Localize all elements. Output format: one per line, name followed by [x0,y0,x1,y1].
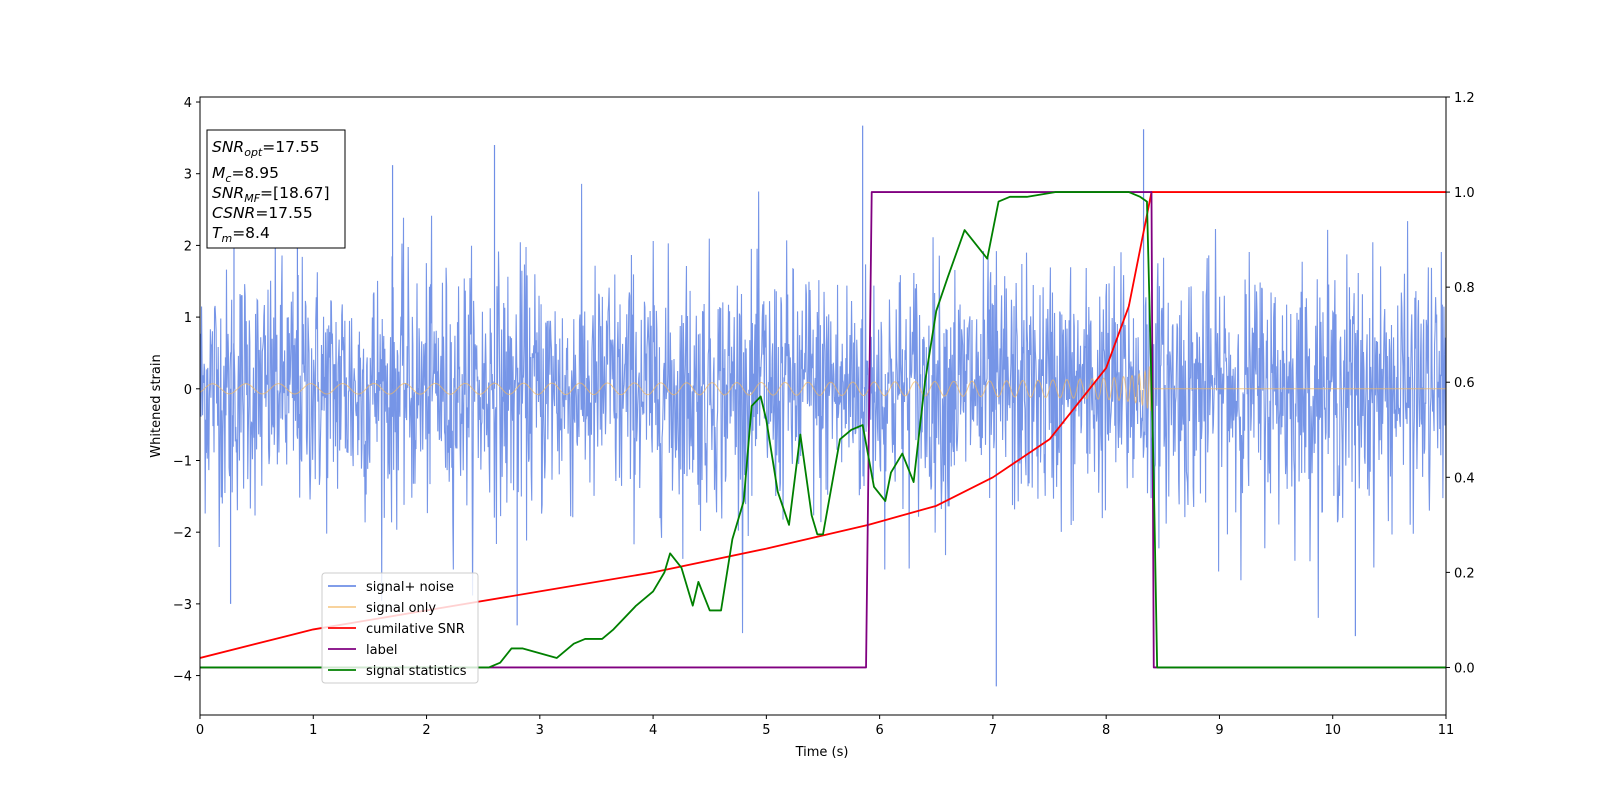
legend-frame [321,572,479,684]
y2-tick-label: 1.0 [1454,186,1475,201]
legend-label: label [366,643,397,658]
y2-tick-label: 0.0 [1454,661,1475,676]
y-tick-label: −3 [173,598,192,613]
info-line-snr-opt: SNRopt=17.55 [212,138,320,159]
y2-tick-label: 0.2 [1454,566,1475,581]
legend-label: cumilative SNR [366,622,465,637]
series-signal-only-line [200,366,1446,412]
y2-tick-label: 0.6 [1454,376,1475,391]
series-signal-statistics-line [200,191,1446,669]
y-tick-label: 0 [184,383,192,398]
y2-tick-label: 1.2 [1454,91,1475,106]
info-line-mc: Mc=8.95 [212,164,279,185]
info-box: SNRopt=17.55 Mc=8.95 SNRMF=[18.67] CSNR=… [206,129,346,249]
y-tick-label: 3 [184,168,192,183]
y-tick-label: −4 [173,670,192,685]
legend-label: signal+ noise [366,580,454,595]
y-tick-label: 4 [184,96,192,111]
x-tick-label: 7 [989,723,997,738]
x-axis: 0 1 2 3 4 5 6 7 8 9 10 11 [196,715,1454,738]
x-tick-label: 11 [1438,723,1455,738]
y-tick-label: 2 [184,239,192,254]
y2-tick-label: 0.4 [1454,471,1475,486]
x-axis-label: Time (s) [795,745,849,760]
y-tick-label: −2 [173,526,192,541]
series-label-line [200,191,1446,669]
y-axis-right: 0.0 0.2 0.4 0.6 0.8 1.0 1.2 [1446,91,1475,676]
x-tick-label: 10 [1324,723,1341,738]
legend: signal+ noise signal only cumilative SNR la… [321,572,479,684]
x-tick-label: 9 [1215,723,1223,738]
y2-tick-label: 0.8 [1454,281,1475,296]
y-axis-label: Whitened strain [149,354,164,457]
x-tick-label: 2 [422,723,430,738]
x-tick-label: 1 [309,723,317,738]
x-tick-label: 4 [649,723,657,738]
series-signal-noise-line [200,183,1446,634]
x-tick-label: 3 [536,723,544,738]
legend-label: signal statistics [366,664,467,679]
info-line-csnr: CSNR=17.55 [212,204,313,222]
axes-frame [199,96,1447,716]
x-tick-label: 0 [196,723,204,738]
y-tick-label: 1 [184,311,192,326]
x-tick-label: 5 [762,723,770,738]
y-tick-label: −1 [173,454,192,469]
legend-label: signal only [366,601,436,616]
info-line-tm: Tm=8.4 [212,224,270,245]
info-line-snr-mf: SNRMF=[18.67] [212,184,330,205]
x-tick-label: 6 [875,723,883,738]
y-axis-left: −4 −3 −2 −1 0 1 2 3 4 [173,96,200,685]
plot-area [200,125,1446,687]
x-tick-label: 8 [1102,723,1110,738]
info-box-frame [206,129,346,249]
